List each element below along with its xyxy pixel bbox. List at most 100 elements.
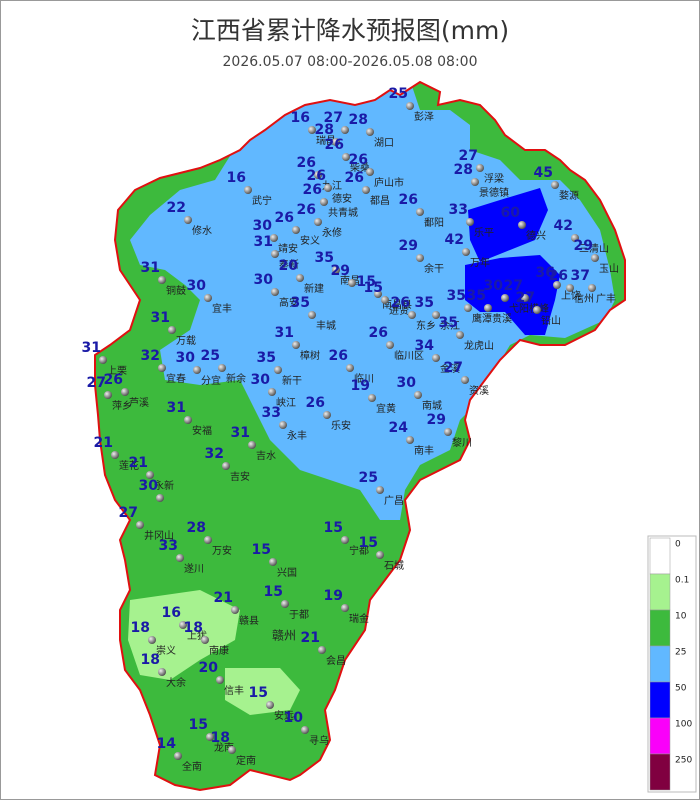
station-dot (376, 551, 384, 559)
station-name: 广昌 (384, 495, 404, 507)
station-value: 25 (359, 470, 378, 486)
station-value: 15 (189, 717, 208, 733)
station-value: 30 (484, 278, 504, 294)
station-value: 31 (275, 325, 294, 341)
station-value: 33 (449, 202, 468, 218)
station-value: 26 (303, 182, 322, 198)
station-value: 31 (167, 400, 186, 416)
station-name: 赣县 (239, 614, 259, 627)
station-dot (111, 451, 119, 459)
station-name: 安远 (274, 709, 294, 722)
station-name: 遂川 (184, 562, 204, 575)
station-dot (416, 208, 424, 216)
station-name: 萍乡 (112, 400, 132, 412)
station-name: 寻乌 (309, 734, 329, 747)
station-value: 29 (331, 263, 350, 279)
station-value: 35 (415, 295, 434, 311)
station-value: 31 (151, 310, 170, 326)
station-value: 28 (454, 162, 473, 178)
station-value: 14 (157, 736, 177, 752)
station-dot (279, 421, 287, 429)
station-value: 30 (254, 272, 274, 288)
station-value: 31 (82, 340, 101, 356)
station-name: 弋阳 (509, 302, 529, 315)
station-value: 29 (427, 412, 446, 428)
station-name: 全南 (182, 760, 202, 773)
station-name: 铜鼓 (166, 284, 186, 297)
station-dot (341, 536, 349, 544)
station-dot (270, 234, 278, 242)
station-name: 鹰潭 (472, 312, 492, 325)
station-dot (381, 296, 389, 304)
station-name: 都昌 (370, 195, 390, 207)
station-name: 乐安 (331, 419, 351, 432)
station-name: 宁都 (349, 544, 369, 557)
station-name: 奉新 (279, 258, 299, 271)
station-dot (228, 746, 236, 754)
station-dot (588, 284, 596, 292)
station-value: 60 (501, 205, 521, 221)
station-dot (533, 306, 541, 314)
station-value: 35 (447, 288, 466, 304)
station-value: 18 (184, 620, 203, 636)
station-name: 德兴 (526, 229, 546, 242)
station-value: 27 (87, 375, 106, 391)
station-dot (158, 668, 166, 676)
station-value: 15 (359, 535, 378, 551)
station-value: 19 (324, 588, 343, 604)
station-dot (104, 391, 112, 399)
station-name: 宜黄 (376, 402, 396, 415)
station-name: 鄱阳 (424, 216, 444, 229)
station-name: 信州 (574, 293, 594, 305)
station-dot (366, 168, 374, 176)
station-value: 25 (389, 86, 408, 102)
station-value: 28 (187, 520, 206, 536)
station-dot (406, 436, 414, 444)
station-dot (461, 376, 469, 384)
station-name: 宜丰 (212, 302, 232, 315)
station-dot (566, 284, 574, 292)
station-dot (271, 288, 279, 296)
station-name: 铅山 (541, 314, 561, 327)
station-name: 乐平 (474, 227, 494, 239)
station-dot (248, 441, 256, 449)
station-dot (296, 274, 304, 282)
station-dot (314, 171, 322, 179)
station-value: 32 (205, 446, 224, 462)
station-name: 安义 (300, 234, 320, 247)
station-dot (308, 126, 316, 134)
station-name: 修水 (192, 224, 212, 237)
station-dot (342, 153, 350, 161)
station-value: 26 (104, 372, 123, 388)
station-dot (406, 102, 414, 110)
station-dot (414, 391, 422, 399)
station-name: 玉山 (599, 263, 619, 275)
station-name: 峡江 (276, 396, 296, 409)
legend-label: 25 (675, 648, 686, 658)
station-value: 15 (364, 280, 383, 296)
station-dot (484, 304, 492, 312)
station-name: 吉安 (230, 470, 250, 483)
station-dot (156, 494, 164, 502)
station-dot (266, 701, 274, 709)
station-dot (184, 416, 192, 424)
station-dot (591, 254, 599, 262)
station-value: 26 (329, 348, 348, 364)
station-value: 26 (399, 192, 418, 208)
station-value: 21 (301, 630, 320, 646)
station-dot (476, 164, 484, 172)
station-name: 宜春 (166, 372, 186, 385)
station-dot (553, 281, 561, 289)
station-dot (518, 221, 526, 229)
station-value: 27 (504, 278, 523, 294)
station-dot (99, 356, 107, 364)
station-dot (231, 606, 239, 614)
station-dot (268, 388, 276, 396)
station-name: 信丰 (224, 684, 244, 697)
station-value: 35 (257, 350, 276, 366)
station-value: 15 (249, 685, 268, 701)
station-value: 30 (187, 278, 207, 294)
station-value: 35 (291, 295, 310, 311)
